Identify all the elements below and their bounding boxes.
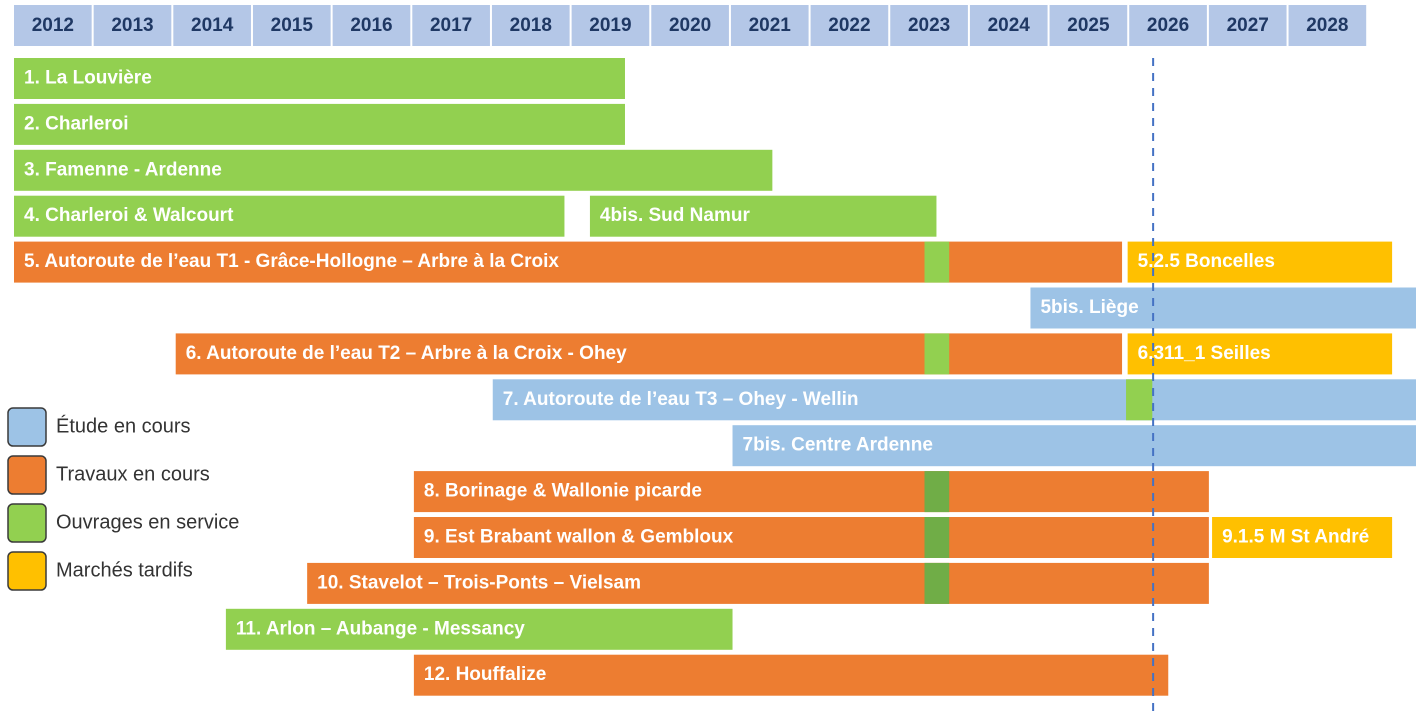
bar [732,425,1416,467]
bar [307,562,1209,604]
year-cell [810,5,889,46]
year-cell [1129,5,1207,46]
year-label: 2012 [32,15,74,36]
bar-label: 4. Charleroi & Walcourt [24,205,234,226]
legend-label: Ouvrages en service [56,511,239,533]
legend-swatch [7,455,47,495]
bar [175,333,1123,375]
bar-label: 4bis. Sud Namur [600,205,751,226]
legend-swatch [7,407,47,447]
year-label: 2018 [510,15,552,36]
year-cell [890,5,968,46]
bar-label: 5. Autoroute de l’eau T1 - Grâce-Hollogn… [24,251,559,272]
year-label: 2021 [749,15,792,36]
bar-label: 9. Est Brabant wallon & Gembloux [424,527,734,548]
bar [1030,287,1416,329]
year-label: 2016 [350,15,392,36]
legend-label: Travaux en cours [56,463,210,485]
bar [924,333,950,375]
bar-label: 6. Autoroute de l’eau T2 – Arbre à la Cr… [186,343,627,364]
bar-label: 1. La Louvière [24,68,152,89]
bar-label: 3. Famenne - Ardenne [24,159,222,180]
bar-label: 5.2.5 Boncelles [1138,251,1275,272]
year-cell [1208,5,1287,46]
bar [924,562,950,604]
bar [1127,333,1393,375]
year-label: 2028 [1306,15,1348,36]
year-label: 2013 [111,15,153,36]
year-cell [252,5,331,46]
year-cell [1288,5,1367,46]
year-label: 2023 [908,15,950,36]
year-label: 2020 [669,15,711,36]
bar [924,471,950,513]
year-label: 2026 [1147,15,1189,36]
bar-label: 7bis. Centre Ardenne [743,435,933,456]
year-label: 2022 [828,15,870,36]
year-label: 2017 [430,15,472,36]
year-label: 2015 [271,15,314,36]
bar [14,195,565,237]
year-label: 2019 [589,15,631,36]
bar [413,654,1169,696]
bar [589,195,937,237]
bar [14,103,625,145]
year-cell [969,5,1048,46]
bar-label: 11. Arlon – Aubange - Messancy [236,618,525,639]
bar [225,608,733,650]
bar-label: 5bis. Liège [1040,297,1138,318]
legend-swatch [7,551,47,591]
year-label: 2027 [1227,15,1269,36]
year-cell [173,5,251,46]
legend-label: Marchés tardifs [56,559,193,581]
legend-label: Étude en cours [56,414,191,437]
bar-label: 2. Charleroi [24,113,129,134]
year-cell [93,5,172,46]
bar-label: 12. Houffalize [424,664,546,685]
year-cell [571,5,650,46]
year-cell [730,5,809,46]
year-label: 2014 [191,15,234,36]
year-cell [491,5,570,46]
year-cell [1049,5,1128,46]
bar [14,58,625,99]
year-cell [14,5,92,46]
bar-label: 10. Stavelot – Trois-Ponts – Vielsam [317,572,641,593]
bar [924,517,950,558]
year-cell [651,5,729,46]
bar-label: 7. Autoroute de l’eau T3 – Ohey - Wellin [503,389,859,410]
bar-label: 8. Borinage & Wallonie picarde [424,481,702,502]
bar-label: 9.1.5 M St André [1222,527,1369,548]
bar [924,241,950,283]
bar [492,379,1417,421]
bar-label: 6.311_1 Seilles [1138,343,1271,364]
year-label: 2025 [1067,15,1110,36]
bar [1126,379,1153,421]
year-cell [332,5,411,46]
legend-swatch [7,503,47,543]
bar [1127,241,1393,283]
bar [14,149,773,191]
year-label: 2024 [988,15,1031,36]
bar [1212,517,1393,558]
bar [413,471,1209,513]
year-cell [412,5,490,46]
bar [413,517,1209,558]
